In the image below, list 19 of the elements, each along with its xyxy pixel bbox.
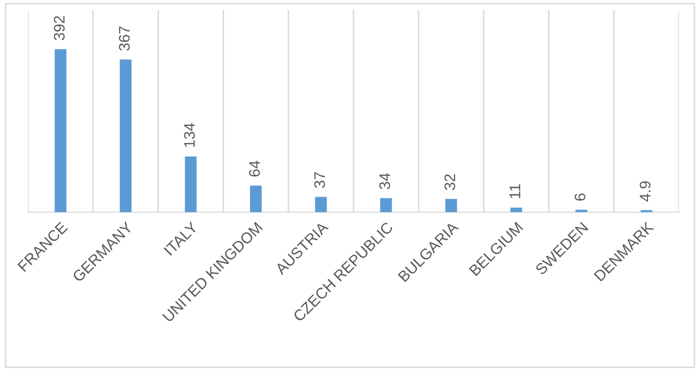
bar <box>575 210 588 212</box>
data-label: 6 <box>574 194 586 201</box>
bar <box>250 186 262 212</box>
data-label: 367 <box>118 26 130 51</box>
bar <box>380 198 392 212</box>
data-label: 34 <box>379 173 390 190</box>
bar <box>184 156 197 212</box>
bar <box>315 196 327 212</box>
data-label: 64 <box>249 160 260 176</box>
bar <box>54 49 66 212</box>
data-label: 11 <box>510 184 520 198</box>
data-label: 37 <box>314 172 326 188</box>
data-label: 134 <box>184 123 195 147</box>
data-label: 392 <box>54 16 65 40</box>
bar <box>120 60 132 212</box>
data-label: 32 <box>444 174 456 190</box>
bar <box>510 208 522 212</box>
bar <box>445 198 458 212</box>
data-label: 4.9 <box>640 181 651 202</box>
